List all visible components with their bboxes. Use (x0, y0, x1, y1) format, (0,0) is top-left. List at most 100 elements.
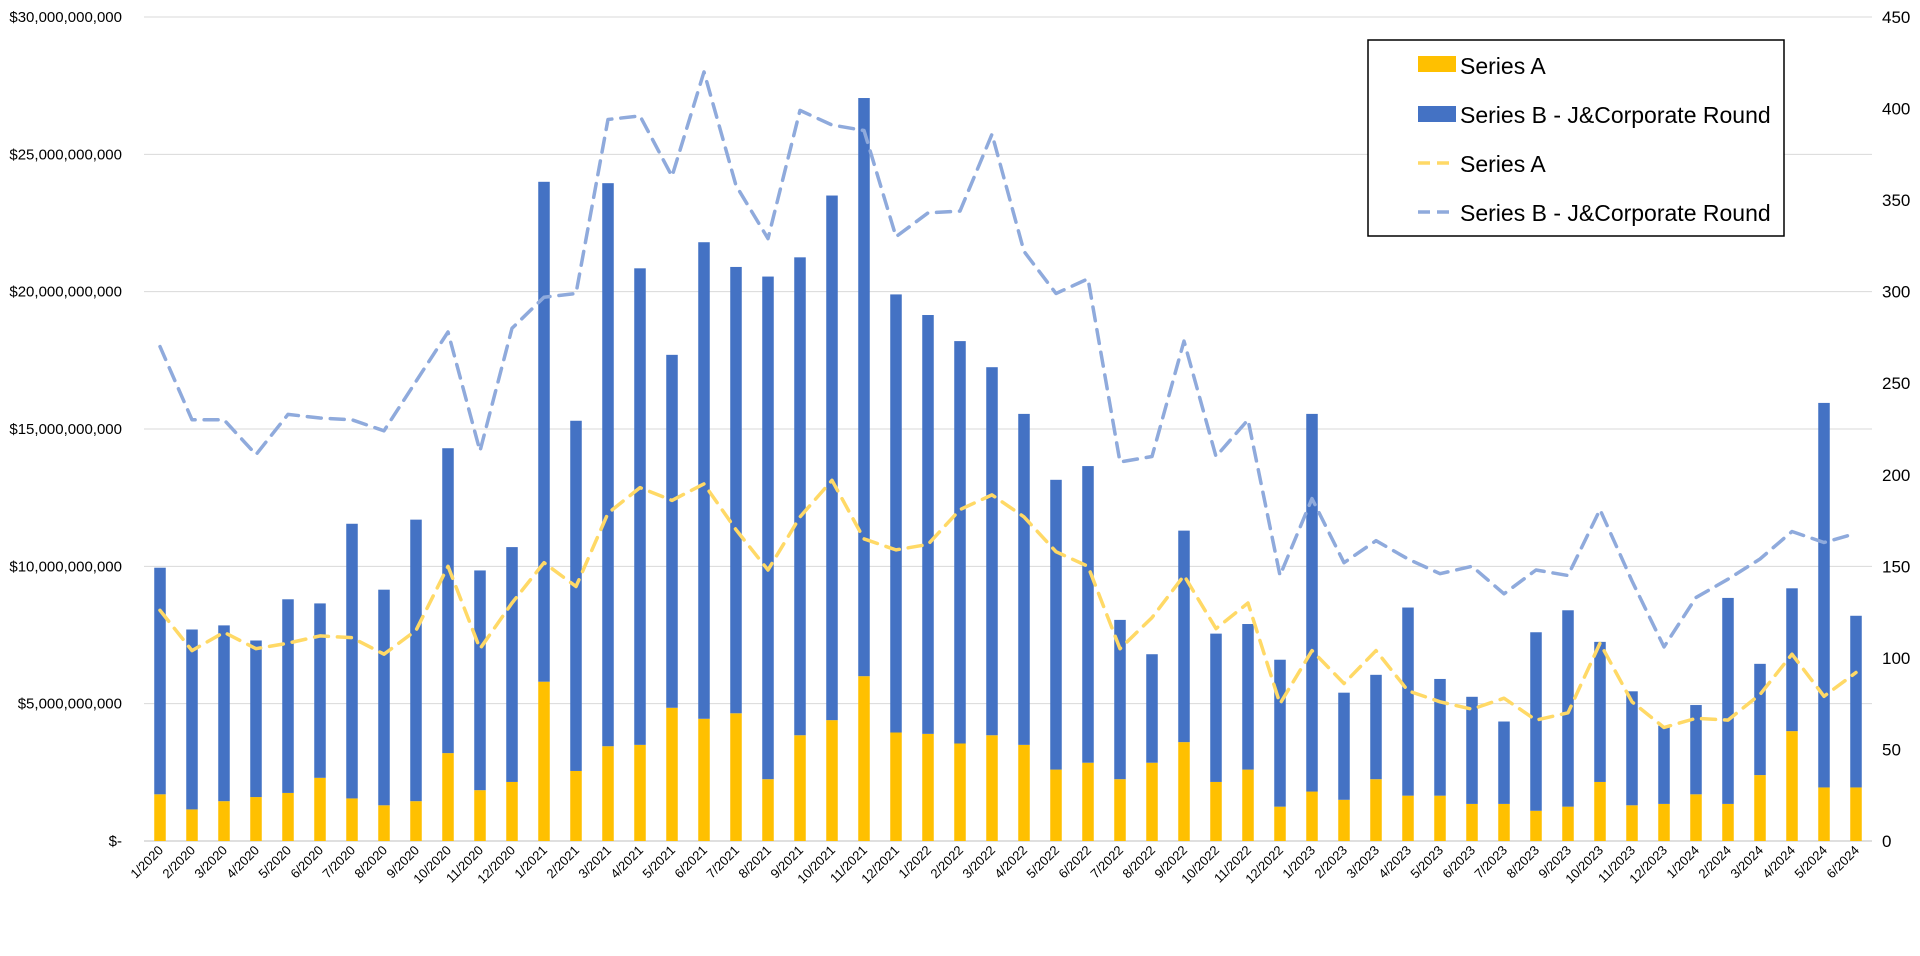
x-tick-label: 5/2021 (639, 843, 678, 882)
bar-series-b (1690, 705, 1702, 795)
bar-series-b (1498, 721, 1510, 804)
bar-series-a (1338, 799, 1350, 841)
bar-series-b (730, 266, 742, 714)
bar-series-b (1722, 597, 1734, 804)
y-right-tick-label: 0 (1882, 832, 1891, 851)
bar-series-a (730, 713, 742, 841)
bar-series-b (826, 195, 838, 721)
y-right-tick-label: 250 (1882, 374, 1910, 393)
bar-series-a (1242, 769, 1254, 841)
legend-label-series-a-line: Series A (1460, 151, 1546, 177)
bar-series-a (602, 746, 614, 841)
bar-series-b (1562, 610, 1574, 807)
bar-series-a (1626, 805, 1638, 841)
bar-series-a (1818, 787, 1830, 841)
bar-series-b (762, 276, 774, 780)
bar-series-b (1658, 725, 1670, 804)
bar-series-a (1850, 787, 1862, 841)
bar-series-a (826, 720, 838, 841)
bar-series-b (506, 547, 518, 782)
bar-series-a (986, 735, 998, 841)
bar-series-b (1338, 692, 1350, 800)
x-tick-label: 6/2020 (287, 843, 326, 882)
y-right-tick-label: 300 (1882, 283, 1910, 302)
x-tick-label: 4/2020 (223, 843, 262, 882)
x-tick-label: 8/2020 (351, 843, 390, 882)
bar-series-a (1018, 744, 1030, 841)
x-tick-label: 5/2020 (255, 843, 294, 882)
bar-series-b (1402, 607, 1414, 796)
bar-series-a (1658, 803, 1670, 841)
y-left-tick-label: $- (109, 833, 122, 850)
y-left-tick-label: $5,000,000,000 (18, 696, 122, 713)
bar-series-b (410, 519, 422, 802)
x-tick-label: 8/2023 (1503, 843, 1542, 882)
y-left-tick-label: $25,000,000,000 (9, 146, 122, 163)
bar-series-b (1754, 663, 1766, 776)
bar-series-b (986, 367, 998, 736)
bar-series-b (474, 570, 486, 791)
x-tick-label: 2/2023 (1311, 843, 1350, 882)
bar-series-a (1114, 779, 1126, 841)
bar-series-b (634, 268, 646, 745)
bar-series-a (1466, 803, 1478, 841)
y-left-tick-label: $15,000,000,000 (9, 421, 122, 438)
bar-series-a (954, 743, 966, 841)
bar-series-b (794, 257, 806, 736)
bar-series-a (890, 732, 902, 841)
bar-series-a (570, 770, 582, 841)
x-tick-label: 2/2021 (543, 843, 582, 882)
x-tick-label: 3/2024 (1727, 843, 1766, 882)
x-tick-label: 3/2023 (1343, 843, 1382, 882)
bar-series-a (1210, 781, 1222, 841)
y-right-tick-label: 350 (1882, 191, 1910, 210)
bar-series-a (154, 794, 166, 841)
bar-series-b (1370, 674, 1382, 780)
bar-series-b (1274, 659, 1286, 807)
bar-series-b (538, 181, 550, 682)
bar-series-a (762, 779, 774, 841)
bar-series-a (1562, 806, 1574, 841)
bar-series-a (282, 792, 294, 841)
bar-series-a (1594, 781, 1606, 841)
lines (158, 70, 1858, 730)
bar-series-a (1722, 803, 1734, 841)
x-tick-label: 6/2024 (1823, 843, 1862, 882)
x-tick-label: 5/2023 (1407, 843, 1446, 882)
bar-series-b (1850, 615, 1862, 788)
bar-series-a (794, 735, 806, 841)
bar-series-a (186, 809, 198, 841)
x-tick-label: 7/2021 (703, 843, 742, 882)
bar-series-b (1114, 619, 1126, 780)
y-right-tick-label: 50 (1882, 740, 1901, 759)
bar-series-a (1786, 731, 1798, 841)
bar-series-b (858, 98, 870, 677)
bar-series-b (282, 599, 294, 793)
y-right-tick-label: 150 (1882, 557, 1910, 576)
bar-series-a (378, 805, 390, 841)
bar-series-b (1146, 654, 1158, 763)
bar-series-a (1274, 806, 1286, 841)
bar-series-a (1402, 795, 1414, 841)
bar-series-b (378, 589, 390, 806)
x-tick-label: 5/2024 (1791, 843, 1830, 882)
bar-series-a (506, 781, 518, 841)
x-tick-label: 4/2022 (991, 843, 1030, 882)
x-tick-label: 6/2021 (671, 843, 710, 882)
bar-series-b (442, 448, 454, 754)
x-tick-label: 4/2024 (1759, 843, 1798, 882)
bar-series-b (1530, 632, 1542, 811)
x-tick-label: 7/2023 (1471, 843, 1510, 882)
x-tick-label: 3/2022 (959, 843, 998, 882)
bar-series-a (1530, 810, 1542, 841)
x-tick-label: 6/2022 (1055, 843, 1094, 882)
bar-series-b (890, 294, 902, 733)
bar-series-b (314, 603, 326, 778)
y-right-tick-label: 450 (1882, 8, 1910, 27)
legend-label-series-b-bar: Series B - J&Corporate Round (1460, 102, 1771, 128)
legend: Series A Series B - J&Corporate Round Se… (1367, 39, 1785, 237)
x-tick-label: 1/2024 (1663, 843, 1702, 882)
bar-series-b (1242, 624, 1254, 770)
legend-swatch-series-b-bar (1418, 106, 1456, 122)
line-series-b (158, 70, 1858, 649)
